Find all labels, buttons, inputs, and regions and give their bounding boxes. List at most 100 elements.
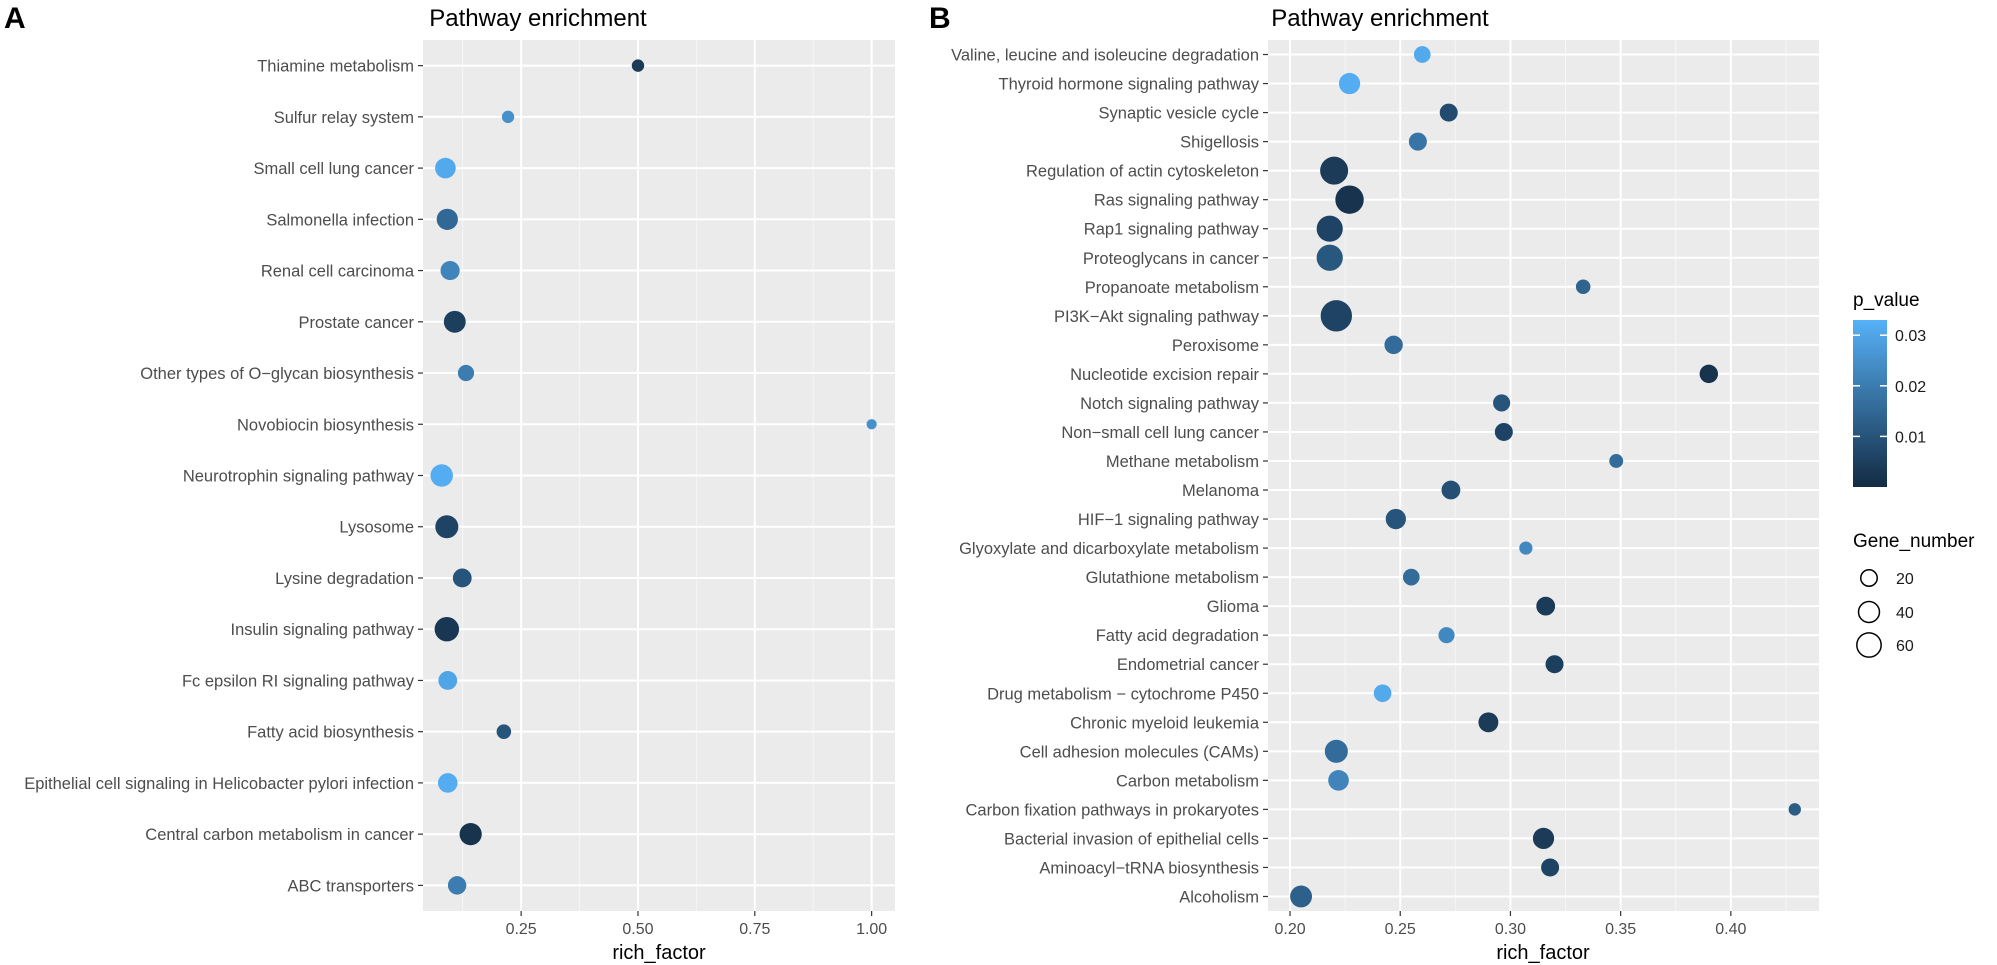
panel-b-x-axis: 0.20 0.25 0.30 0.35 0.40 xyxy=(1274,911,1747,938)
legend-size-title: Gene_number xyxy=(1853,531,1975,552)
size-key-circle xyxy=(1860,569,1878,587)
data-point xyxy=(1385,508,1406,530)
data-point xyxy=(436,208,458,230)
y-tick-label: Other types of O−glycan biosynthesis xyxy=(140,365,414,383)
y-tick-label: Valine, leucine and isoleucine degradati… xyxy=(951,47,1259,65)
data-point xyxy=(1575,279,1591,295)
x-tick-label: 0.50 xyxy=(622,921,653,938)
data-point xyxy=(1373,684,1392,703)
y-tick-label: Thyroid hormone signaling pathway xyxy=(999,76,1260,94)
y-tick-label: Renal cell carcinoma xyxy=(261,263,415,281)
data-point xyxy=(447,876,467,895)
legend-color-title: p_value xyxy=(1853,290,1920,311)
size-key-label: 40 xyxy=(1896,605,1914,622)
data-point xyxy=(1541,858,1560,877)
panel-b: B Pathway enrichment Valine, leucine and… xyxy=(929,2,1819,964)
panel-b-y-axis: Valine, leucine and isoleucine degradati… xyxy=(951,47,1268,906)
panel-a-grid xyxy=(423,40,895,911)
y-tick-label: Rap1 signaling pathway xyxy=(1084,221,1260,239)
data-point xyxy=(1290,885,1313,908)
data-point xyxy=(1328,770,1349,791)
data-point xyxy=(1402,568,1420,586)
y-tick-label: Chronic myeloid leukemia xyxy=(1070,714,1260,732)
data-point xyxy=(1320,156,1349,185)
data-point xyxy=(435,157,456,179)
x-tick-label: 0.20 xyxy=(1274,921,1305,938)
panel-b-title: Pathway enrichment xyxy=(1271,5,1489,32)
colorbar-tick-label: 0.01 xyxy=(1895,429,1926,446)
colorbar-tick-label: 0.03 xyxy=(1895,328,1926,345)
x-tick-label: 1.00 xyxy=(856,921,887,938)
data-point xyxy=(1316,244,1343,271)
panel-a-label: A xyxy=(4,2,26,35)
data-point xyxy=(1438,627,1455,644)
y-tick-label: Sulfur relay system xyxy=(274,109,414,127)
x-tick-label: 0.30 xyxy=(1495,921,1526,938)
data-point xyxy=(1408,132,1427,151)
size-key-circle xyxy=(1857,600,1881,624)
data-point xyxy=(496,724,512,739)
data-point xyxy=(631,59,645,72)
y-tick-label: Novobiocin biosynthesis xyxy=(237,416,414,434)
data-point xyxy=(459,823,482,846)
data-point xyxy=(501,110,515,124)
panel-b-label: B xyxy=(929,2,951,35)
y-tick-label: Fatty acid degradation xyxy=(1096,627,1259,645)
y-tick-label: ABC transporters xyxy=(287,877,414,895)
panel-b-points xyxy=(1290,46,1801,908)
y-tick-label: Shigellosis xyxy=(1180,134,1259,152)
data-point xyxy=(443,310,466,333)
x-tick-label: 0.25 xyxy=(506,921,537,938)
data-point xyxy=(1324,739,1348,763)
x-tick-label: 0.25 xyxy=(1385,921,1416,938)
y-tick-label: Drug metabolism − cytochrome P450 xyxy=(987,685,1259,703)
legend-size-keys: 20 40 60 xyxy=(1853,562,1914,661)
y-tick-label: HIF−1 signaling pathway xyxy=(1078,511,1260,529)
panel-b-grid xyxy=(1268,40,1819,911)
data-point xyxy=(430,464,453,487)
panel-a-x-axis-title: rich_factor xyxy=(612,942,706,964)
data-point xyxy=(1519,541,1533,555)
y-tick-label: Synaptic vesicle cycle xyxy=(1099,105,1259,123)
panel-a-y-axis: Thiamine metabolism Sulfur relay system Sm… xyxy=(24,58,423,895)
panel-b-plot-background xyxy=(1268,40,1819,911)
panel-b-x-axis-title: rich_factor xyxy=(1496,942,1590,964)
data-point xyxy=(1439,103,1458,122)
colorbar-tick-label: 0.02 xyxy=(1895,379,1926,396)
y-tick-label: Small cell lung cancer xyxy=(254,160,415,178)
y-tick-label: Alcoholism xyxy=(1179,888,1259,906)
y-tick-label: Fatty acid biosynthesis xyxy=(247,724,414,742)
y-tick-label: Endometrial cancer xyxy=(1117,656,1260,674)
y-tick-label: Prostate cancer xyxy=(298,314,414,332)
data-point xyxy=(1384,335,1403,355)
y-tick-label: Melanoma xyxy=(1182,482,1260,500)
data-point xyxy=(437,773,458,793)
panel-a-title: Pathway enrichment xyxy=(429,5,647,32)
y-tick-label: Insulin signaling pathway xyxy=(231,621,415,639)
y-tick-label: Lysosome xyxy=(339,519,414,537)
data-point xyxy=(1494,422,1513,441)
x-tick-label: 0.75 xyxy=(739,921,770,938)
data-point xyxy=(1441,480,1461,500)
data-point xyxy=(1493,394,1511,412)
y-tick-label: Notch signaling pathway xyxy=(1080,395,1260,413)
y-tick-label: Peroxisome xyxy=(1172,337,1259,355)
legend-colorbar-ticks: 0.03 0.02 0.01 xyxy=(1853,328,1926,446)
y-tick-label: Carbon fixation pathways in prokaryotes xyxy=(966,801,1260,819)
data-point xyxy=(434,616,460,642)
y-tick-label: Fc epsilon RI signaling pathway xyxy=(182,672,415,690)
data-point xyxy=(1536,596,1556,616)
y-tick-label: Lysine degradation xyxy=(275,570,414,588)
size-key-label: 20 xyxy=(1896,571,1914,588)
size-key-label: 60 xyxy=(1896,638,1914,655)
y-tick-label: Ras signaling pathway xyxy=(1094,192,1260,210)
data-point xyxy=(1545,655,1564,674)
x-tick-label: 0.40 xyxy=(1715,921,1746,938)
y-tick-label: Proteoglycans in cancer xyxy=(1083,250,1260,268)
y-tick-label: Glioma xyxy=(1207,598,1260,616)
y-tick-label: Methane metabolism xyxy=(1106,453,1259,471)
y-tick-label: Regulation of actin cytoskeleton xyxy=(1026,163,1259,181)
data-point xyxy=(1699,364,1719,384)
y-tick-label: Central carbon metabolism in cancer xyxy=(145,826,414,844)
